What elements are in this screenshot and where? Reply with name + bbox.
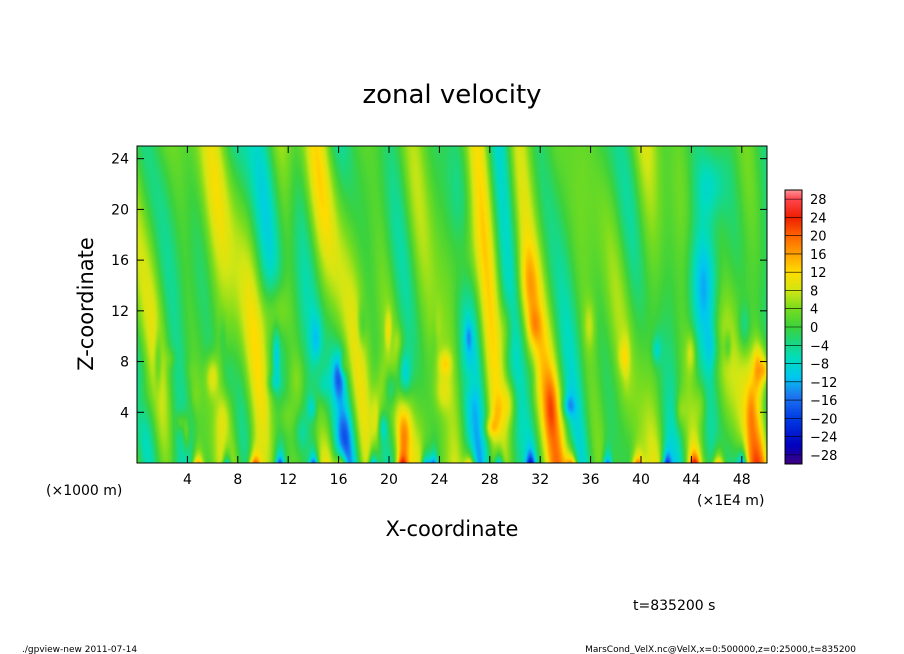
x-tick-label: 48 <box>733 472 751 488</box>
colorbar-ticks: 28 24 20 16 12 8 4 0 −4 −8 −12 −16 −20 −24 −28 <box>785 193 837 464</box>
x-tick-label: 8 <box>233 472 242 488</box>
x-axis-label: X-coordinate <box>386 517 519 541</box>
colorbar: 28 24 20 16 12 8 4 0 −4 −8 −12 −16 −20 −24 −28 <box>784 189 837 465</box>
colorbar-tick-label: 20 <box>810 230 827 245</box>
colorbar-tick-label: 12 <box>810 266 827 281</box>
x-axis-ticks: 4 8 12 16 20 24 28 32 36 40 44 48 <box>183 146 751 488</box>
x-tick-label: 4 <box>183 472 192 488</box>
x-tick-label: 24 <box>430 472 448 488</box>
y-tick-label: 24 <box>111 152 129 168</box>
colorbar-tick-label: 24 <box>810 211 827 226</box>
plot-area <box>136 145 768 464</box>
colorbar-tick-label: 28 <box>810 193 827 208</box>
y-tick-label: 8 <box>120 355 129 371</box>
plot-frame <box>136 145 768 464</box>
x-tick-label: 28 <box>481 472 499 488</box>
time-label: t=835200 s <box>633 598 715 614</box>
footer-right: MarsCond_VelX.nc@VelX,x=0:500000,z=0:250… <box>585 645 856 654</box>
x-tick-label: 40 <box>632 472 650 488</box>
colorbar-tick-label: 4 <box>810 303 818 318</box>
colorbar-tick-label: 16 <box>810 248 827 263</box>
colorbar-tick-label: −20 <box>810 412 837 427</box>
colorbar-tick-label: −12 <box>810 376 837 391</box>
y-axis-ticks: 4 8 12 16 20 24 <box>111 152 767 421</box>
colorbar-tick-label: 8 <box>810 284 818 299</box>
x-unit-right: (×1E4 m) <box>697 493 764 509</box>
x-tick-label: 32 <box>531 472 549 488</box>
chart-title: zonal velocity <box>362 80 541 110</box>
x-tick-label: 16 <box>330 472 348 488</box>
y-axis-label: Z-coordinate <box>74 237 98 371</box>
heatmap-field <box>137 146 767 463</box>
colorbar-tick-label: −4 <box>810 339 829 354</box>
y-tick-label: 16 <box>111 253 129 269</box>
colorbar-tick-label: −24 <box>810 431 837 446</box>
x-tick-label: 36 <box>582 472 600 488</box>
colorbar-tick-label: −16 <box>810 394 837 409</box>
y-tick-label: 20 <box>111 202 129 218</box>
x-tick-label: 20 <box>380 472 398 488</box>
y-tick-label: 12 <box>111 304 129 320</box>
colorbar-tick-label: −8 <box>810 358 829 373</box>
colorbar-tick-label: 0 <box>810 321 818 336</box>
x-tick-label: 12 <box>279 472 297 488</box>
y-tick-label: 4 <box>120 405 129 421</box>
x-tick-label: 44 <box>682 472 700 488</box>
colorbar-tick-label: −28 <box>810 449 837 464</box>
footer-left: ./gpview-new 2011-07-14 <box>22 645 137 654</box>
x-unit-left: (×1000 m) <box>46 483 122 499</box>
